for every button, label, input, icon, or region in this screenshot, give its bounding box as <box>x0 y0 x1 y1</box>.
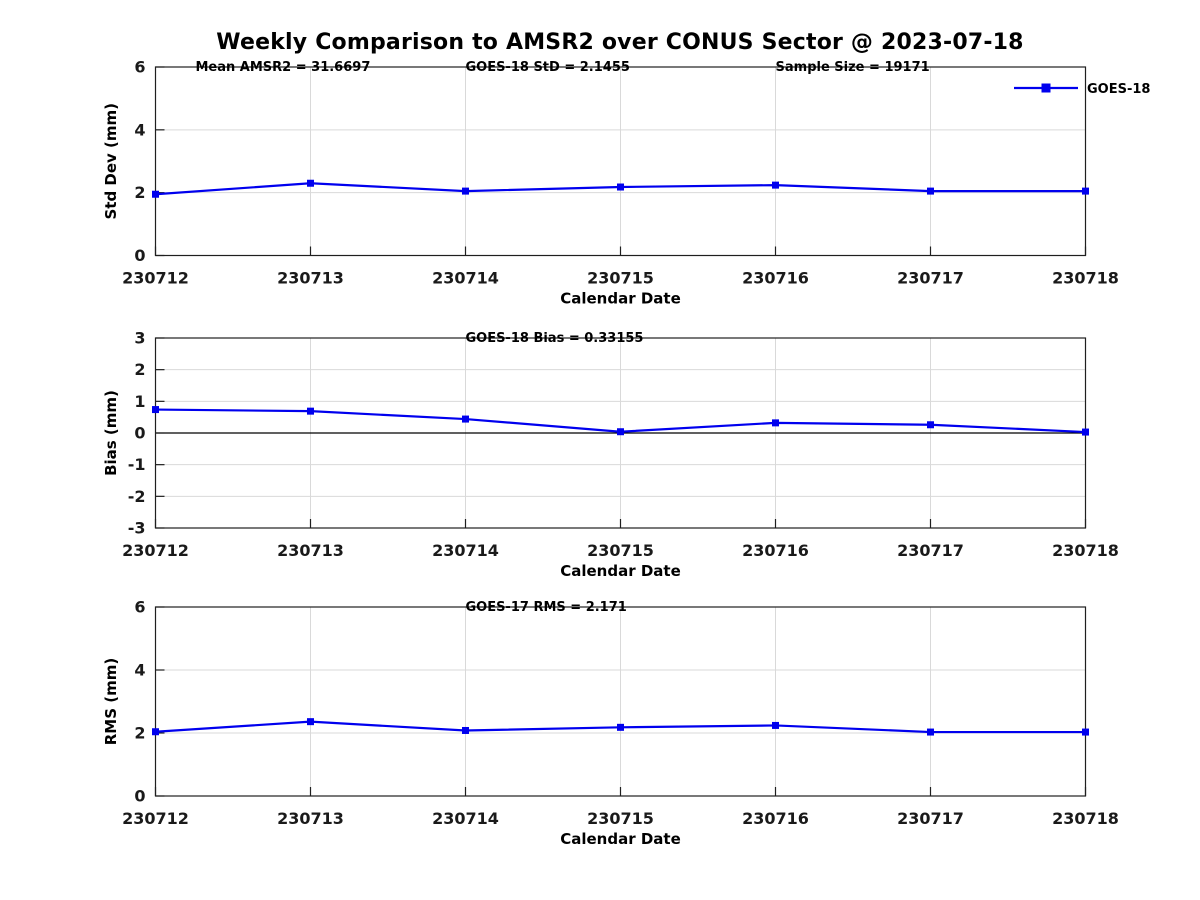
y-tick-label: 6 <box>134 58 145 77</box>
y-tick-label: 2 <box>134 724 145 743</box>
y-tick-label: 3 <box>134 329 145 348</box>
annotation-text: Sample Size = 19171 <box>776 60 930 75</box>
x-tick-label: 230714 <box>432 541 499 560</box>
y-tick-label: 4 <box>134 661 145 680</box>
x-tick-label: 230717 <box>897 541 964 560</box>
y-tick-label: 2 <box>134 183 145 202</box>
x-axis-label: Calendar Date <box>560 290 681 308</box>
x-tick-label: 230716 <box>742 541 809 560</box>
x-tick-label: 230712 <box>122 269 189 288</box>
x-tick-label: 230718 <box>1052 541 1119 560</box>
data-point-marker <box>772 419 779 427</box>
y-tick-label: 0 <box>134 424 145 443</box>
data-point-marker <box>617 428 624 436</box>
x-tick-label: 230717 <box>897 269 964 288</box>
x-axis-label: Calendar Date <box>560 562 681 580</box>
data-point-marker <box>152 190 159 198</box>
data-point-marker <box>1082 728 1089 736</box>
data-point-marker <box>307 179 314 187</box>
legend-label: GOES-18 <box>1087 82 1150 97</box>
annotation-text: GOES-18 Bias = 0.33155 <box>465 331 643 346</box>
data-point-marker <box>152 728 159 736</box>
y-axis-label: Bias (mm) <box>102 390 120 476</box>
annotation-text: GOES-17 RMS = 2.171 <box>465 600 626 615</box>
x-tick-label: 230714 <box>432 809 499 828</box>
chart-rms: 230712 230713 230714 230715 230716 230717 2307… <box>102 598 1119 849</box>
figure-title: Weekly Comparison to AMSR2 over CONUS Se… <box>216 30 1024 55</box>
legend-marker <box>1041 83 1051 93</box>
data-point-marker <box>772 181 779 189</box>
y-tick-label: 0 <box>134 246 145 265</box>
y-tick-label: 0 <box>134 787 145 806</box>
data-point-marker <box>462 187 469 195</box>
legend: GOES-18 <box>1014 82 1150 97</box>
data-point-marker <box>152 406 159 414</box>
x-tick-label: 230718 <box>1052 269 1119 288</box>
x-tick-label: 230718 <box>1052 809 1119 828</box>
chart-bias: 230712 230713 230714 230715 230716 230717 2307… <box>102 329 1119 581</box>
data-point-marker <box>307 407 314 415</box>
x-tick-label: 230715 <box>587 809 654 828</box>
data-point-marker <box>1082 428 1089 436</box>
x-tick-label: 230716 <box>742 269 809 288</box>
y-axis-label: RMS (mm) <box>102 658 120 745</box>
y-tick-label: 6 <box>134 598 145 617</box>
annotation-text: Mean AMSR2 = 31.6697 <box>195 60 370 75</box>
y-tick-label: -1 <box>128 455 146 474</box>
x-tick-label: 230712 <box>122 541 189 560</box>
y-tick-label: 2 <box>134 360 145 379</box>
data-point-marker <box>462 726 469 734</box>
y-tick-label: 1 <box>134 392 145 411</box>
data-point-marker <box>772 721 779 729</box>
y-tick-label: -2 <box>128 487 146 506</box>
x-axis-label: Calendar Date <box>560 830 681 848</box>
data-point-marker <box>927 187 934 195</box>
data-point-marker <box>307 718 314 726</box>
data-point-marker <box>462 415 469 423</box>
x-tick-label: 230715 <box>587 541 654 560</box>
x-tick-label: 230713 <box>277 541 344 560</box>
x-tick-label: 230713 <box>277 269 344 288</box>
x-tick-label: 230714 <box>432 269 499 288</box>
x-tick-label: 230712 <box>122 809 189 828</box>
data-point-marker <box>927 728 934 736</box>
y-tick-label: -3 <box>128 519 146 538</box>
x-tick-label: 230715 <box>587 269 654 288</box>
annotation-text: GOES-18 StD = 2.1455 <box>465 60 629 75</box>
data-point-marker <box>1082 187 1089 195</box>
x-tick-label: 230717 <box>897 809 964 828</box>
y-axis-label: Std Dev (mm) <box>102 103 120 220</box>
data-point-marker <box>617 183 624 191</box>
y-tick-label: 4 <box>134 120 145 139</box>
data-point-marker <box>927 421 934 429</box>
x-tick-label: 230713 <box>277 809 344 828</box>
chart-std-dev: 230712 230713 230714 230715 230716 230717 2307… <box>102 58 1150 308</box>
x-tick-label: 230716 <box>742 809 809 828</box>
data-point-marker <box>617 723 624 731</box>
